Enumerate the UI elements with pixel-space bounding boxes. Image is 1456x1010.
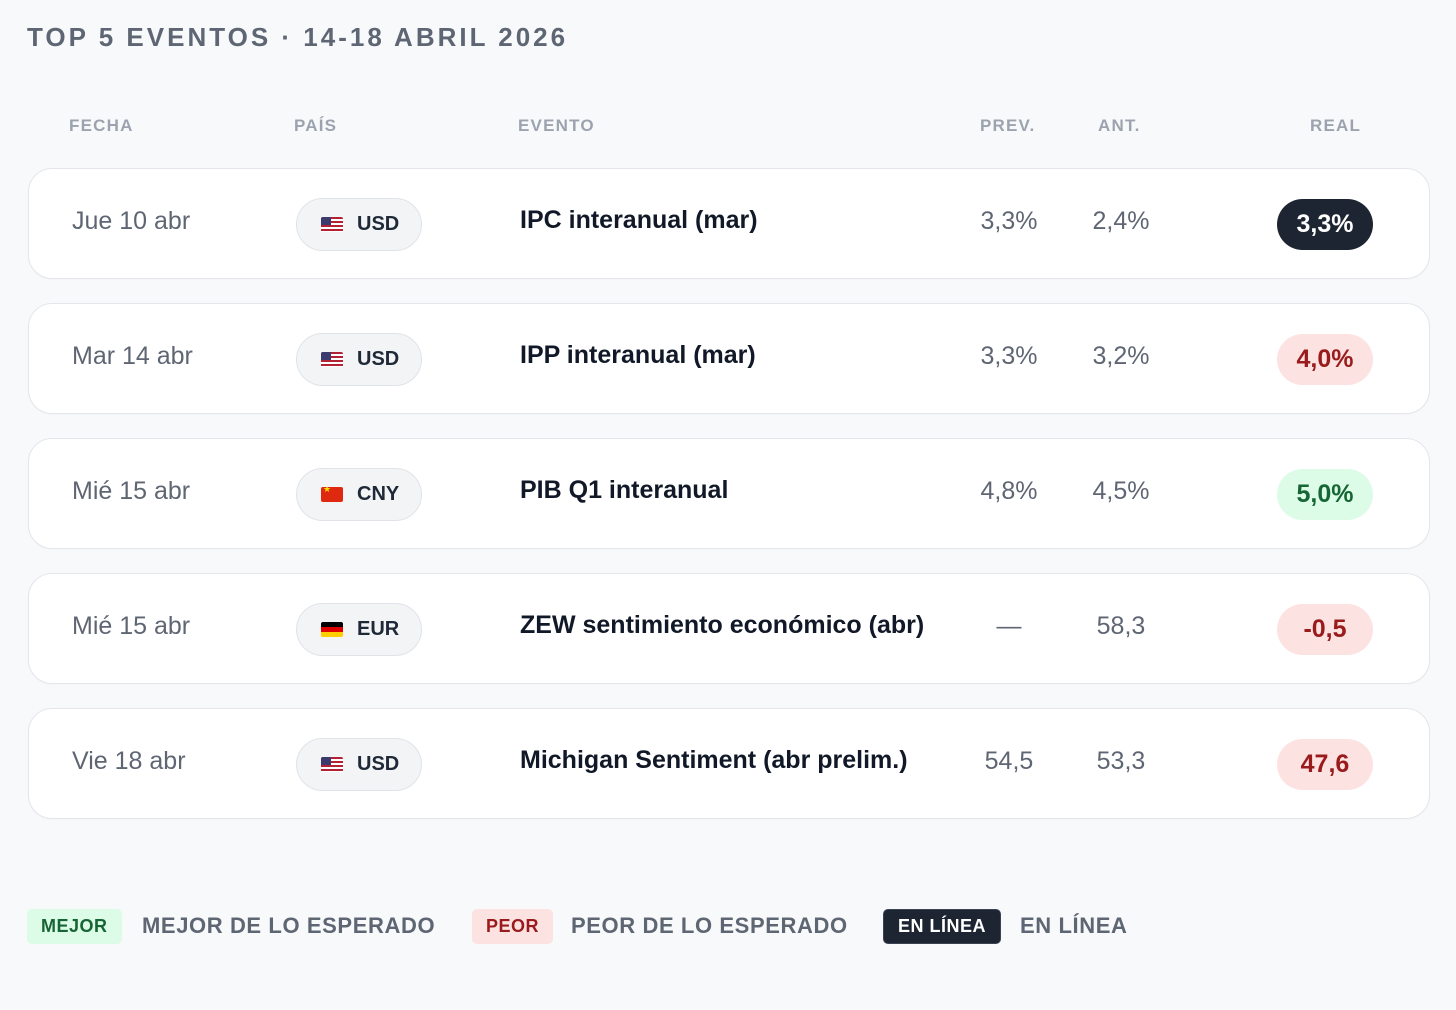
currency-code: EUR xyxy=(357,618,400,640)
forecast-value: 54,5 xyxy=(984,747,1034,775)
legend-better-tag: MEJOR xyxy=(27,909,122,944)
event-name: ZEW sentimiento económico (abr) xyxy=(520,611,925,639)
previous-value: 3,2% xyxy=(1092,342,1150,370)
event-row[interactable]: Mar 14 abr USD IPP interanual (mar) 3,3%… xyxy=(28,303,1430,414)
country-pill: USD xyxy=(296,198,423,251)
actual-value-badge: 47,6 xyxy=(1277,739,1373,790)
actual-value-badge: -0,5 xyxy=(1277,604,1373,655)
legend-inline-tag: EN LÍNEA xyxy=(883,909,1002,944)
event-date: Mié 15 abr xyxy=(72,477,191,505)
us-flag-icon xyxy=(321,352,343,367)
event-row[interactable]: Jue 10 abr USD IPC interanual (mar) 3,3%… xyxy=(28,168,1430,279)
column-header-real: REAL xyxy=(1310,116,1362,135)
currency-code: CNY xyxy=(357,483,400,505)
legend-worse-tag: PEOR xyxy=(472,909,554,944)
event-name: IPP interanual (mar) xyxy=(520,341,756,369)
previous-value: 2,4% xyxy=(1092,207,1150,235)
cn-flag-icon xyxy=(321,487,343,502)
previous-value: 4,5% xyxy=(1092,477,1150,505)
country-pill: EUR xyxy=(296,603,423,656)
event-name: Michigan Sentiment (abr prelim.) xyxy=(520,746,908,774)
country-pill: CNY xyxy=(296,468,423,521)
column-header-pais: PAÍS xyxy=(294,116,338,135)
de-flag-icon xyxy=(321,622,343,637)
legend-inline-text: EN LÍNEA xyxy=(1020,913,1128,938)
event-date: Mar 14 abr xyxy=(72,342,193,370)
table-header: FECHA PAÍS EVENTO PREV. ANT. REAL xyxy=(0,112,1456,140)
previous-value: 53,3 xyxy=(1096,747,1146,775)
us-flag-icon xyxy=(321,217,343,232)
event-row[interactable]: Vie 18 abr USD Michigan Sentiment (abr p… xyxy=(28,708,1430,819)
event-date: Vie 18 abr xyxy=(72,747,186,775)
forecast-value: 4,8% xyxy=(980,477,1038,505)
currency-code: USD xyxy=(357,213,400,235)
actual-value-badge: 3,3% xyxy=(1277,199,1373,250)
event-row[interactable]: Mié 15 abr CNY PIB Q1 interanual 4,8% 4,… xyxy=(28,438,1430,549)
legend: MEJOR MEJOR DE LO ESPERADO PEOR PEOR DE … xyxy=(0,907,1456,947)
event-name: PIB Q1 interanual xyxy=(520,476,729,504)
forecast-value: — xyxy=(996,612,1022,640)
forecast-value: 3,3% xyxy=(980,342,1038,370)
column-header-evento: EVENTO xyxy=(518,116,595,135)
legend-worse-text: PEOR DE LO ESPERADO xyxy=(571,913,848,938)
country-pill: USD xyxy=(296,738,423,791)
column-header-prev: PREV. xyxy=(980,116,1036,135)
actual-value-badge: 5,0% xyxy=(1277,469,1373,520)
event-row[interactable]: Mié 15 abr EUR ZEW sentimiento económico… xyxy=(28,573,1430,684)
previous-value: 58,3 xyxy=(1096,612,1146,640)
country-pill: USD xyxy=(296,333,423,386)
currency-code: USD xyxy=(357,753,400,775)
actual-value-badge: 4,0% xyxy=(1277,334,1373,385)
column-header-ant: ANT. xyxy=(1098,116,1141,135)
currency-code: USD xyxy=(357,348,400,370)
us-flag-icon xyxy=(321,757,343,772)
page-title: TOP 5 EVENTOS · 14-18 ABRIL 2026 xyxy=(27,22,569,52)
event-date: Jue 10 abr xyxy=(72,207,191,235)
forecast-value: 3,3% xyxy=(980,207,1038,235)
event-date: Mié 15 abr xyxy=(72,612,191,640)
event-name: IPC interanual (mar) xyxy=(520,206,758,234)
legend-better-text: MEJOR DE LO ESPERADO xyxy=(142,913,436,938)
column-header-fecha: FECHA xyxy=(69,116,134,135)
